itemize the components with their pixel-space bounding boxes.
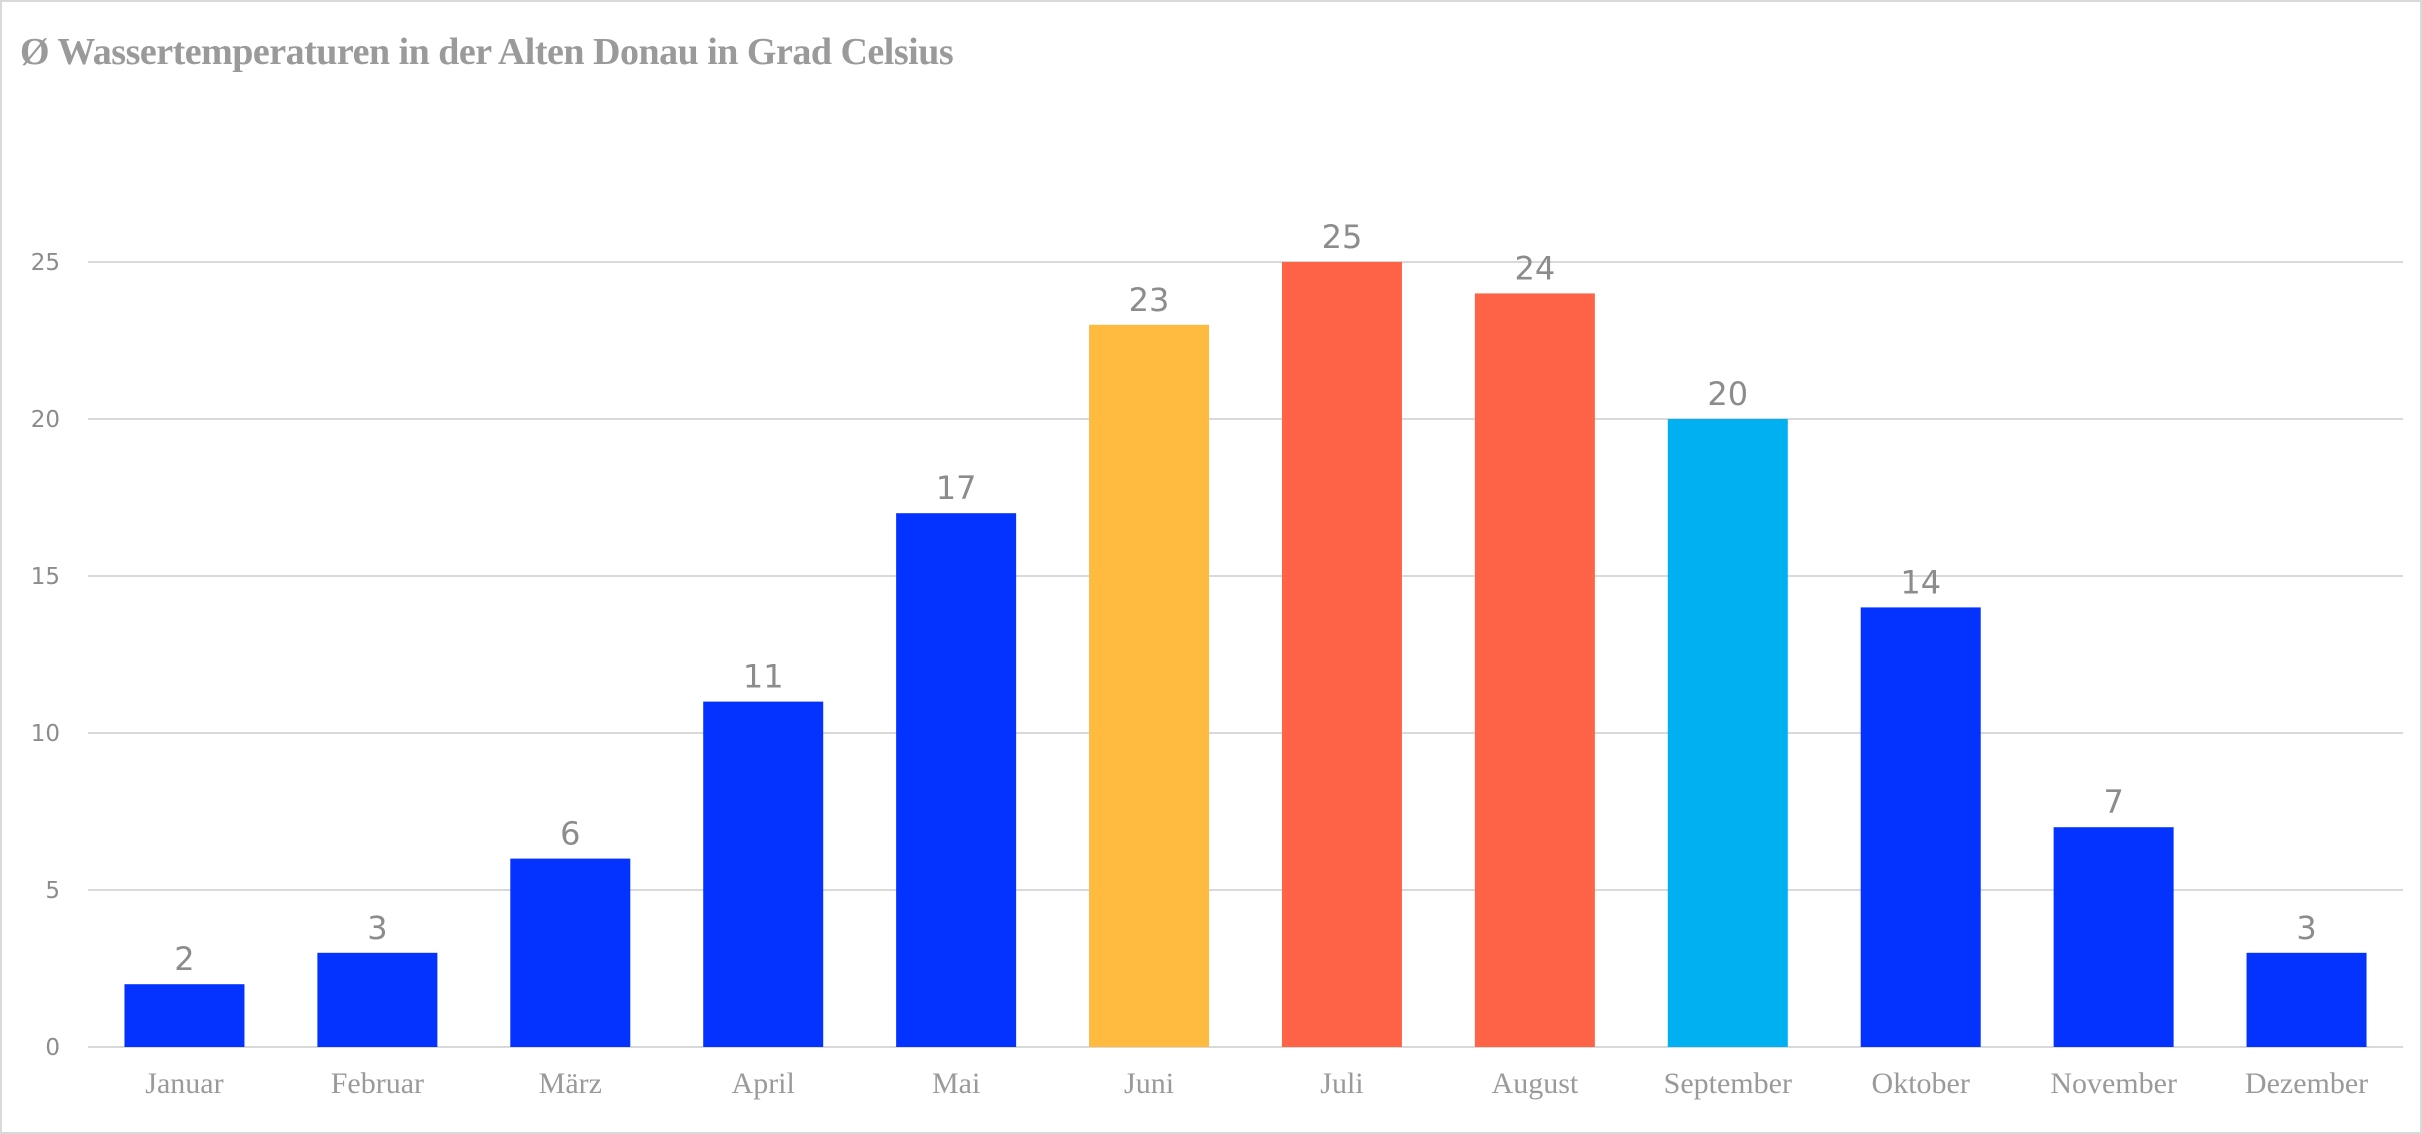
bar-juni [1089,324,1210,1047]
bar-april [703,701,824,1047]
bar-mai [896,513,1017,1047]
bar-januar [124,984,245,1047]
data-label: 25 [1322,218,1363,256]
x-tick-label: Dezember [2245,1067,2368,1100]
bar-juli [1281,262,1402,1047]
x-tick-label: April [732,1067,795,1100]
x-tick-label: Juli [1320,1067,1363,1100]
bar-oktober [1860,607,1981,1047]
bar-august [1474,293,1595,1047]
y-tick-label: 15 [31,564,60,590]
x-tick-label: November [2050,1067,2177,1100]
y-tick-label: 5 [45,878,60,904]
y-tick-label: 25 [31,250,60,276]
bar-märz [510,858,631,1047]
y-tick-label: 10 [31,721,60,747]
bar-dezember [2246,952,2367,1047]
x-tick-label: März [539,1067,602,1100]
y-tick-label: 20 [31,407,60,433]
chart-title: Ø Wassertemperaturen in der Alten Donau … [20,31,954,73]
data-label: 3 [367,909,387,947]
x-tick-label: Januar [145,1067,223,1100]
data-label: 3 [2296,909,2316,947]
bar-februar [317,952,438,1047]
bar-november [2053,827,2174,1047]
x-tick-label: Juni [1124,1067,1174,1100]
data-label: 20 [1707,375,1748,413]
data-label: 17 [936,469,977,507]
data-label: 6 [560,815,580,853]
y-tick-label: 0 [45,1035,60,1061]
x-tick-label: Oktober [1872,1067,1970,1100]
x-tick-label: August [1492,1067,1579,1100]
x-tick-label: Februar [331,1067,424,1100]
data-label: 24 [1515,249,1556,287]
x-tick-label: September [1664,1067,1792,1100]
data-label: 23 [1129,281,1170,319]
data-label: 2 [174,940,194,978]
bar-september [1667,419,1788,1047]
data-label: 11 [743,658,784,696]
x-tick-label: Mai [932,1067,980,1100]
data-label: 7 [2103,783,2123,821]
data-label: 14 [1900,563,1941,601]
